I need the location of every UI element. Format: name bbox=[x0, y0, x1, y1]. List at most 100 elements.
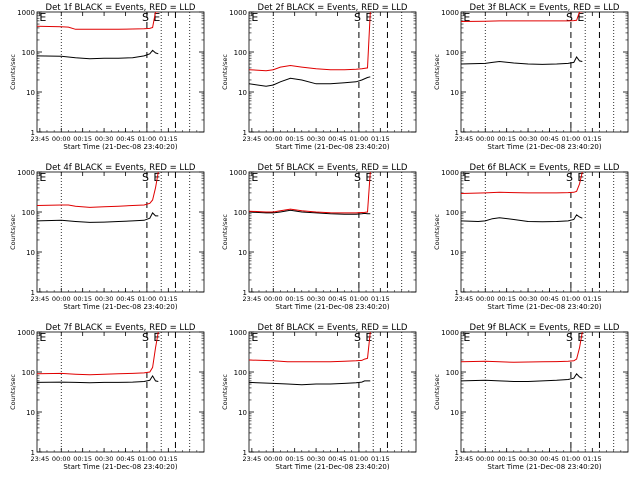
y-tick-label: 1000 bbox=[17, 9, 35, 17]
x-tick-label: 01:15 bbox=[159, 295, 178, 303]
marker-label: E bbox=[577, 11, 584, 24]
x-tick-label: 23:45 bbox=[30, 455, 49, 463]
y-tick-label: 1 bbox=[243, 289, 247, 297]
y-tick-label: 10 bbox=[238, 89, 247, 97]
panel-title: Det 4f BLACK = Events, RED = LLD bbox=[46, 163, 196, 173]
x-tick-label: 01:15 bbox=[371, 295, 390, 303]
x-tick-label: 00:30 bbox=[307, 455, 326, 463]
marker-label: E bbox=[365, 331, 372, 344]
y-axis-label: Counts/sec bbox=[9, 214, 17, 250]
series-line-lld bbox=[37, 332, 159, 376]
series-line-lld bbox=[461, 332, 583, 363]
x-tick-label: 01:00 bbox=[350, 295, 369, 303]
axes-frame bbox=[460, 171, 629, 293]
marker-label: E bbox=[39, 171, 46, 184]
marker-label: S bbox=[566, 171, 573, 184]
x-axis-label: Start Time (21-Dec-08 23:40:20) bbox=[275, 143, 389, 151]
series-line-events bbox=[461, 214, 583, 223]
y-tick-label: 10 bbox=[26, 409, 35, 417]
series-line-lld bbox=[249, 12, 371, 72]
marker-label: E bbox=[463, 331, 470, 344]
y-tick-label: 100 bbox=[234, 369, 247, 377]
axes-frame bbox=[248, 11, 417, 133]
x-tick-label: 00:45 bbox=[328, 135, 347, 143]
marker-label: E bbox=[153, 11, 160, 24]
series-line-events bbox=[37, 49, 159, 60]
x-tick-label: 00:00 bbox=[264, 455, 283, 463]
x-tick-label: 01:15 bbox=[583, 135, 602, 143]
marker-label: E bbox=[39, 331, 46, 344]
x-tick-label: 00:15 bbox=[285, 295, 304, 303]
x-tick-label: 00:00 bbox=[264, 295, 283, 303]
series-line-events bbox=[249, 76, 371, 87]
x-tick-label: 01:00 bbox=[350, 135, 369, 143]
x-tick-label: 00:45 bbox=[540, 135, 559, 143]
marker-label: E bbox=[463, 171, 470, 184]
series-line-lld bbox=[461, 172, 583, 194]
x-tick-label: 00:30 bbox=[95, 295, 114, 303]
x-tick-label: 00:30 bbox=[95, 455, 114, 463]
marker-label: E bbox=[463, 11, 470, 24]
x-tick-label: 00:45 bbox=[328, 455, 347, 463]
y-axis-label: Counts/sec bbox=[433, 374, 441, 410]
x-tick-label: 23:45 bbox=[242, 295, 261, 303]
x-axis-label: Start Time (21-Dec-08 23:40:20) bbox=[275, 463, 389, 471]
x-axis-label: Start Time (21-Dec-08 23:40:20) bbox=[275, 303, 389, 311]
y-tick-label: 100 bbox=[234, 209, 247, 217]
panel-title: Det 3f BLACK = Events, RED = LLD bbox=[470, 3, 620, 13]
x-axis-label: Start Time (21-Dec-08 23:40:20) bbox=[63, 303, 177, 311]
x-axis-label: Start Time (21-Dec-08 23:40:20) bbox=[487, 463, 601, 471]
x-axis-label: Start Time (21-Dec-08 23:40:20) bbox=[63, 143, 177, 151]
marker-label: S bbox=[142, 171, 149, 184]
x-tick-label: 01:15 bbox=[583, 455, 602, 463]
y-axis-label: Counts/sec bbox=[221, 54, 229, 90]
x-tick-label: 00:45 bbox=[116, 455, 135, 463]
x-tick-label: 23:45 bbox=[30, 135, 49, 143]
series-line-events bbox=[249, 380, 371, 386]
x-axis-label: Start Time (21-Dec-08 23:40:20) bbox=[487, 143, 601, 151]
x-tick-label: 00:45 bbox=[540, 295, 559, 303]
y-tick-label: 1000 bbox=[17, 169, 35, 177]
x-tick-label: 00:45 bbox=[328, 295, 347, 303]
y-tick-label: 1 bbox=[455, 289, 459, 297]
y-tick-label: 100 bbox=[446, 49, 459, 57]
y-axis-label: Counts/sec bbox=[433, 214, 441, 250]
x-tick-label: 01:15 bbox=[583, 295, 602, 303]
x-tick-label: 23:45 bbox=[242, 135, 261, 143]
series-line-lld bbox=[249, 172, 371, 214]
x-tick-label: 00:30 bbox=[519, 295, 538, 303]
series-line-events bbox=[249, 209, 371, 215]
x-tick-label: 01:15 bbox=[371, 455, 390, 463]
marker-label: E bbox=[251, 171, 258, 184]
x-axis-label: Start Time (21-Dec-08 23:40:20) bbox=[63, 463, 177, 471]
y-tick-label: 10 bbox=[238, 409, 247, 417]
panel-title: Det 1f BLACK = Events, RED = LLD bbox=[46, 3, 196, 13]
y-tick-label: 1000 bbox=[229, 329, 247, 337]
y-tick-label: 100 bbox=[22, 369, 35, 377]
x-tick-label: 01:00 bbox=[562, 135, 581, 143]
x-tick-label: 00:15 bbox=[73, 135, 92, 143]
y-tick-label: 1000 bbox=[229, 9, 247, 17]
y-tick-label: 1 bbox=[455, 129, 459, 137]
series-line-lld bbox=[37, 172, 159, 208]
y-tick-label: 1 bbox=[455, 449, 459, 457]
marker-label: E bbox=[365, 171, 372, 184]
y-tick-label: 10 bbox=[26, 89, 35, 97]
y-tick-label: 1000 bbox=[229, 169, 247, 177]
y-tick-label: 1 bbox=[31, 449, 35, 457]
x-tick-label: 00:30 bbox=[307, 135, 326, 143]
panel-title: Det 6f BLACK = Events, RED = LLD bbox=[470, 163, 620, 173]
marker-label: S bbox=[354, 331, 361, 344]
y-tick-label: 1 bbox=[243, 449, 247, 457]
y-tick-label: 10 bbox=[450, 89, 459, 97]
marker-label: E bbox=[365, 11, 372, 24]
marker-label: E bbox=[251, 331, 258, 344]
x-tick-label: 23:45 bbox=[454, 135, 473, 143]
